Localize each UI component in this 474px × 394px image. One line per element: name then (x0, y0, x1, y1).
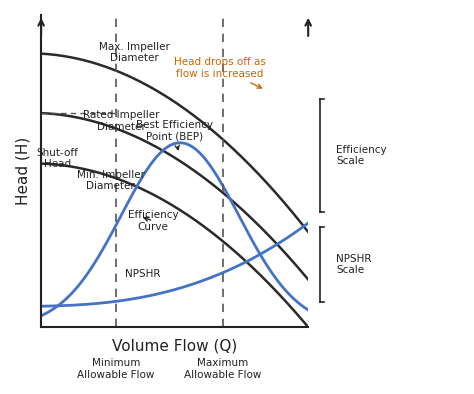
Text: Min. Impeller
Diameter: Min. Impeller Diameter (76, 169, 145, 191)
Text: NPSHR
Scale: NPSHR Scale (336, 254, 372, 275)
Text: Maximum
Allowable Flow: Maximum Allowable Flow (184, 358, 261, 380)
Text: Best Efficiency
Point (BEP): Best Efficiency Point (BEP) (136, 120, 213, 150)
Text: Head drops off as
flow is increased: Head drops off as flow is increased (174, 57, 266, 88)
Text: Efficiency
Scale: Efficiency Scale (336, 145, 387, 166)
Text: Max. Impeller
Diameter: Max. Impeller Diameter (99, 42, 170, 63)
Text: Rated Impeller
Diameter: Rated Impeller Diameter (83, 110, 159, 132)
Text: NPSHR: NPSHR (125, 269, 160, 279)
X-axis label: Volume Flow (Q): Volume Flow (Q) (112, 338, 237, 353)
Text: Efficiency
Curve: Efficiency Curve (128, 210, 179, 232)
Y-axis label: Head (H): Head (H) (15, 137, 30, 205)
Text: Minimum
Allowable Flow: Minimum Allowable Flow (77, 358, 155, 380)
Text: Shut-off
Head: Shut-off Head (36, 148, 78, 169)
